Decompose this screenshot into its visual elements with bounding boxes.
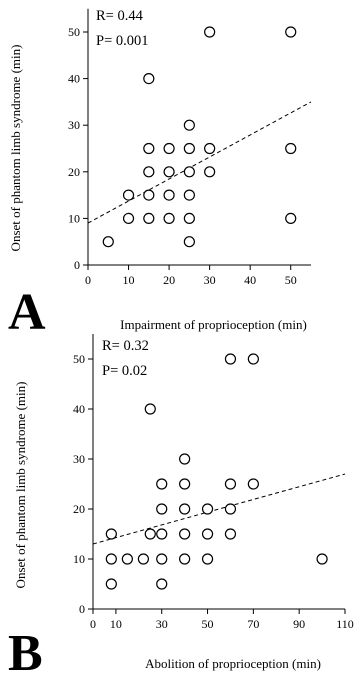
panel-b: 0 10 20 30 40 50 0 10 30 50 70 90 110 R= 0.32 P= 0.02 O… <box>8 334 354 676</box>
data-point <box>163 166 175 178</box>
data-point <box>122 189 135 201</box>
x-tick-label: 10 <box>123 273 135 287</box>
y-tick-label: 10 <box>73 552 85 566</box>
panel-letter: A <box>8 284 46 341</box>
data-point <box>105 528 117 540</box>
y-tick-label: 30 <box>68 118 80 132</box>
data-point <box>137 553 149 565</box>
data-point <box>201 503 214 515</box>
data-point <box>224 478 237 490</box>
data-point <box>179 553 191 565</box>
x-axis-label: Impairment of proprioception (min) <box>120 317 307 332</box>
data-point <box>183 166 195 178</box>
x-tick-label: 20 <box>163 273 175 287</box>
data-point <box>156 478 168 490</box>
data-point <box>285 26 297 38</box>
data-point <box>143 166 155 178</box>
data-point <box>179 503 191 515</box>
y-axis-label: Onset of phantom limb syndrome (min) <box>13 382 28 589</box>
data-point <box>224 353 237 365</box>
data-point <box>179 528 191 540</box>
data-point <box>144 528 156 540</box>
data-point <box>144 403 156 415</box>
x-tick-label: 30 <box>204 273 216 287</box>
data-point <box>183 236 195 248</box>
x-tick-label: 0 <box>90 617 96 631</box>
x-tick-label: 90 <box>293 617 305 631</box>
data-point <box>201 528 214 540</box>
x-tick-label: 30 <box>156 617 168 631</box>
data-point <box>247 353 259 365</box>
y-tick-label: 50 <box>73 352 85 366</box>
y-tick-label: 30 <box>73 452 85 466</box>
r-value: R= 0.44 <box>96 8 144 24</box>
data-point <box>143 212 155 224</box>
p-value: P= 0.02 <box>102 363 147 379</box>
y-axis-label: Onset of phantom limb syndrome (min) <box>8 45 23 252</box>
data-point <box>247 478 259 490</box>
y-tick-label: 40 <box>73 402 85 416</box>
data-point <box>156 528 168 540</box>
y-tick-label: 10 <box>68 211 80 225</box>
y-tick-label: 20 <box>73 502 85 516</box>
x-tick-label: 10 <box>110 617 122 631</box>
y-tick-label: 20 <box>68 165 80 179</box>
data-point <box>204 142 216 155</box>
data-point <box>143 72 155 85</box>
data-point <box>105 553 117 565</box>
data-point <box>183 119 195 131</box>
data-point <box>204 166 216 178</box>
data-point <box>143 142 155 155</box>
data-point <box>163 142 175 155</box>
data-point <box>204 26 216 38</box>
data-point <box>285 212 297 224</box>
x-axis-label: Abolition of proprioception (min) <box>145 656 321 671</box>
x-tick-label: 50 <box>285 273 297 287</box>
y-tick-label: 40 <box>68 72 80 86</box>
data-point <box>224 528 237 540</box>
data-point <box>163 189 175 201</box>
trend-line <box>92 473 346 545</box>
data-point <box>179 453 191 465</box>
trend-line <box>87 101 312 224</box>
p-value: P= 0.001 <box>96 33 149 49</box>
data-point <box>316 553 328 565</box>
x-tick-label: 40 <box>244 273 256 287</box>
panel-a: 0 10 20 30 40 50 0 10 20 30 40 50 R= 0.44 P= 0.001 Ons… <box>8 8 312 341</box>
data-point <box>183 212 195 224</box>
data-point <box>179 478 191 490</box>
r-value: R= 0.32 <box>102 338 149 354</box>
data-point <box>156 503 168 515</box>
data-point <box>156 578 168 590</box>
x-tick-label: 110 <box>336 617 354 631</box>
x-tick-label: 0 <box>85 273 91 287</box>
data-point <box>121 553 133 565</box>
x-tick-label: 70 <box>247 617 259 631</box>
data-point <box>183 142 195 155</box>
y-tick-label: 0 <box>79 602 85 616</box>
data-point <box>156 553 168 565</box>
data-point <box>105 578 117 590</box>
data-point <box>102 236 114 248</box>
y-tick-label: 50 <box>68 25 80 39</box>
x-tick-label: 50 <box>202 617 214 631</box>
data-point <box>285 142 297 155</box>
data-point <box>143 189 155 201</box>
panel-letter: B <box>8 625 43 676</box>
data-point <box>224 503 237 515</box>
data-point <box>163 212 175 224</box>
data-point <box>122 212 135 224</box>
data-point <box>183 189 195 201</box>
y-tick-label: 0 <box>74 258 80 272</box>
data-point <box>201 553 214 565</box>
